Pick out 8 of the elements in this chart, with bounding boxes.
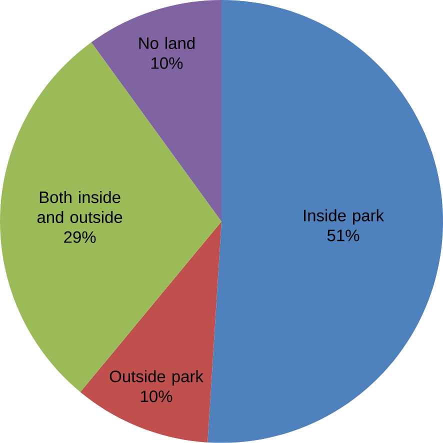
- slice-label: Inside park: [304, 209, 384, 225]
- data-label: 51%: [327, 230, 360, 242]
- data-label: 29%: [64, 231, 96, 244]
- slice-label: Both inside and outside: [37, 191, 122, 224]
- data-label: 10%: [152, 57, 183, 70]
- data-label: 10%: [141, 390, 172, 402]
- slice-label: Outside park: [110, 370, 204, 386]
- slice-label: No land: [139, 37, 195, 50]
